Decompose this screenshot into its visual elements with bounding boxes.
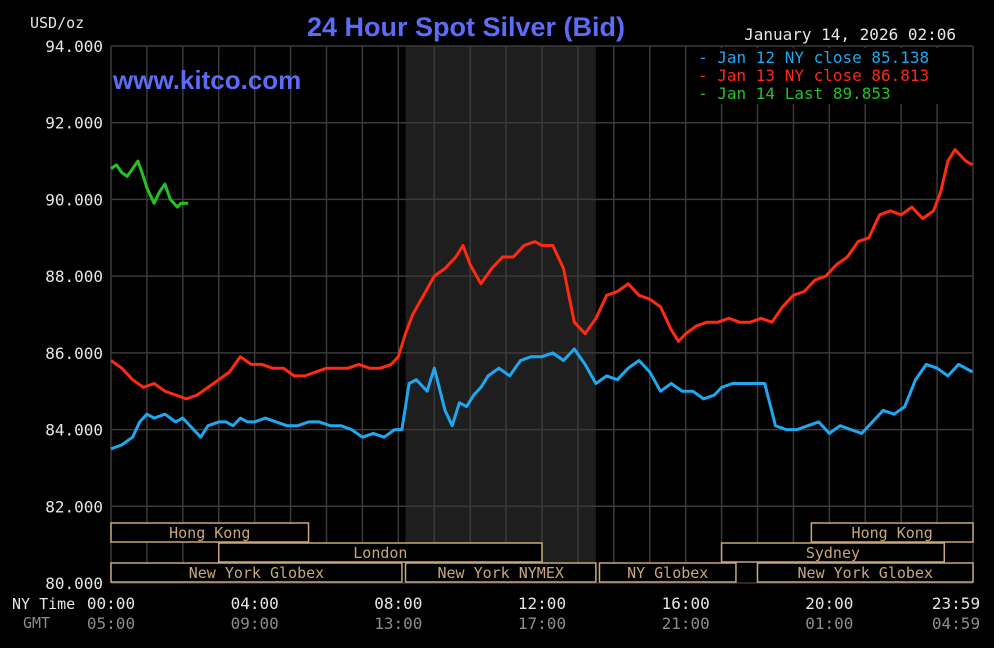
timestamp: January 14, 2026 02:06 <box>744 25 956 44</box>
x-tick-label-gmt: 09:00 <box>231 614 279 633</box>
x-axis-row-label-ny-time: NY Time <box>12 595 75 613</box>
y-axis-tick-labels: 80.000 82.000 84.000 86.000 88.000 90.000 92.0… <box>45 37 103 593</box>
session-box: Sydney <box>720 542 946 563</box>
watermark-url: www.kitco.com <box>112 65 301 95</box>
x-tick-label-gmt: 04:59 <box>932 614 980 633</box>
legend-item-jan14: - Jan 14 Last 89.853 <box>698 84 891 103</box>
session-box-outline <box>598 562 737 583</box>
session-box: New York Globex <box>756 562 974 583</box>
x-tick-label-ny: 08:00 <box>374 594 422 613</box>
series-line-2 <box>110 148 974 401</box>
x-tick-label-ny: 00:00 <box>87 594 135 613</box>
x-tick-label-ny: 16:00 <box>662 594 710 613</box>
session-box-outline <box>404 562 597 583</box>
session-box: Hong Kong <box>110 522 310 543</box>
session-box: NY Globex <box>598 562 737 583</box>
x-tick-label-ny: 12:00 <box>518 594 566 613</box>
session-box-outline <box>810 522 974 543</box>
y-tick-label: 88.000 <box>45 267 103 286</box>
grid-lines <box>110 45 974 584</box>
legend-marker-jan14: - <box>698 84 717 103</box>
y-tick-label: 80.000 <box>45 574 103 593</box>
legend-label-jan13: Jan 13 NY close 86.813 <box>717 66 929 85</box>
x-tick-label-gmt: 13:00 <box>374 614 422 633</box>
session-box: New York Globex <box>110 562 403 583</box>
chart-title: 24 Hour Spot Silver (Bid) <box>307 12 625 42</box>
x-tick-label-gmt: 17:00 <box>518 614 566 633</box>
x-tick-label-ny: 20:00 <box>805 594 853 613</box>
session-box: London <box>218 542 543 563</box>
session-label: Sydney <box>806 544 860 562</box>
session-box-outline <box>110 562 403 583</box>
y-tick-label: 82.000 <box>45 497 103 516</box>
x-tick-label-ny: 04:00 <box>231 594 279 613</box>
x-tick-label-gmt: 05:00 <box>87 614 135 633</box>
x-axis-row-label-gmt: GMT <box>23 614 50 632</box>
legend-marker-jan13: - <box>698 66 717 85</box>
session-box: New York NYMEX <box>404 562 597 583</box>
session-box-outline <box>218 542 543 563</box>
session-label: NY Globex <box>627 564 708 582</box>
y-tick-label: 94.000 <box>45 37 103 56</box>
session-label: Hong Kong <box>852 524 933 542</box>
x-tick-label-gmt: 21:00 <box>662 614 710 633</box>
legend: - Jan 12 NY close 85.138 - Jan 13 NY clo… <box>690 48 962 104</box>
legend-label-jan12: Jan 12 NY close 85.138 <box>717 48 929 67</box>
legend-label-jan14: Jan 14 Last 89.853 <box>717 84 890 103</box>
session-label: New York NYMEX <box>437 564 563 582</box>
series-line-3 <box>110 159 189 209</box>
nymex-shaded-region <box>405 46 596 583</box>
session-box-outline <box>110 522 310 543</box>
y-tick-label: 90.000 <box>45 190 103 209</box>
x-tick-label-gmt: 01:00 <box>805 614 853 633</box>
legend-box <box>690 48 962 104</box>
price-series <box>110 148 974 451</box>
session-label: London <box>353 544 407 562</box>
session-label: Hong Kong <box>169 524 250 542</box>
session-box: Hong Kong <box>810 522 974 543</box>
legend-item-jan12: - Jan 12 NY close 85.138 <box>698 48 929 67</box>
session-box-outline <box>720 542 946 563</box>
legend-item-jan13: - Jan 13 NY close 86.813 <box>698 66 929 85</box>
y-tick-label: 92.000 <box>45 114 103 133</box>
session-label: New York Globex <box>798 564 933 582</box>
session-label: New York Globex <box>189 564 324 582</box>
y-tick-label: 84.000 <box>45 421 103 440</box>
y-axis-unit-label: USD/oz <box>30 14 84 32</box>
session-box-outline <box>756 562 974 583</box>
market-sessions: Hong Kong Hong Kong London Sydney New York G… <box>110 522 974 583</box>
y-tick-label: 86.000 <box>45 344 103 363</box>
x-tick-label-ny: 23:59 <box>932 594 980 613</box>
legend-marker-jan12: - <box>698 48 717 67</box>
series-line-1 <box>110 347 974 451</box>
